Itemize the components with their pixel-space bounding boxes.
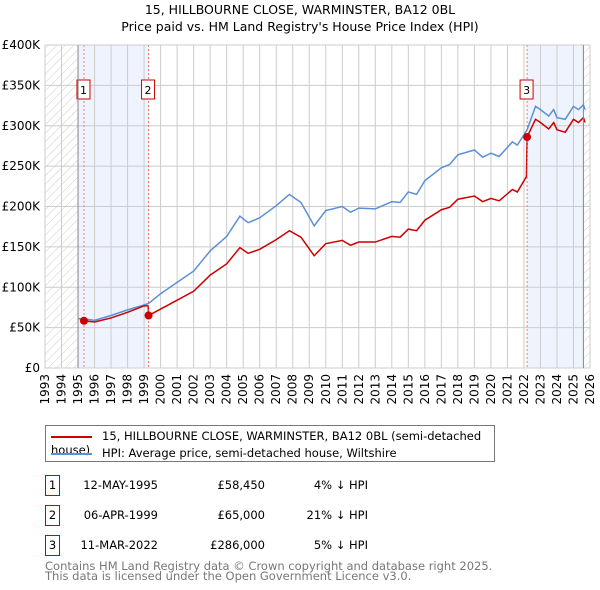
sale-number: 3 — [45, 535, 60, 556]
y-tick-label: £100K — [2, 280, 42, 294]
x-tick-label: 2011 — [335, 374, 349, 405]
y-tick-label: £300K — [2, 119, 42, 133]
sale-price: £65,000 — [217, 508, 265, 522]
x-tick-label: 2024 — [550, 374, 564, 405]
y-tick-label: £250K — [2, 159, 42, 173]
x-tick-label: 2005 — [236, 374, 250, 405]
x-tick-label: 2006 — [253, 374, 267, 405]
x-tick-label: 2003 — [203, 374, 217, 405]
y-tick-label: £350K — [2, 78, 42, 92]
x-tick-label: 1994 — [55, 374, 69, 405]
x-tick-label: 2009 — [302, 374, 316, 405]
sale-number: 2 — [45, 505, 60, 526]
x-tick-label: 2023 — [533, 374, 547, 405]
x-tick-label: 2013 — [368, 374, 382, 405]
property-price-line — [83, 116, 586, 323]
x-tick-label: 2010 — [319, 374, 333, 405]
x-tick-label: 1993 — [38, 374, 52, 405]
x-tick-label: 2000 — [154, 374, 168, 405]
x-tick-label: 2026 — [583, 374, 597, 405]
x-tick-label: 1997 — [104, 374, 118, 405]
sale-point — [79, 316, 88, 325]
y-tick-label: £400K — [2, 38, 42, 52]
legend-swatch-blue — [51, 452, 92, 455]
x-tick-label: 2016 — [418, 374, 432, 405]
sale-date: 11-MAR-2022 — [80, 538, 158, 552]
sale-label: 3 — [523, 84, 530, 97]
x-tick-label: 2001 — [170, 374, 184, 405]
legend-label: HPI: Average price, semi-detached house,… — [102, 446, 397, 460]
plot-frame — [44, 44, 591, 369]
x-tick-label: 1995 — [71, 374, 85, 405]
sale-label: 1 — [80, 84, 87, 97]
sale-label-box — [76, 79, 91, 100]
sale-point — [144, 311, 153, 320]
y-tick-label: £50K — [9, 321, 41, 335]
sale-hpi-diff: 4% ↓ HPI — [313, 478, 368, 492]
hpi-line — [78, 103, 586, 322]
x-tick-label: 1999 — [137, 374, 151, 405]
sale-date: 12-MAY-1995 — [83, 478, 158, 492]
x-tick-label: 2021 — [500, 374, 514, 405]
x-tick-label: 2018 — [451, 374, 465, 405]
legend-swatch-red — [51, 435, 92, 438]
y-tick-label: £0 — [25, 361, 40, 375]
x-tick-label: 1998 — [121, 374, 135, 405]
x-tick-label: 1996 — [88, 374, 102, 405]
price-chart: 15, HILLBOURNE CLOSE, WARMINSTER, BA12 0… — [2, 2, 597, 405]
sale-price: £58,450 — [217, 478, 265, 492]
sale-point — [523, 133, 532, 142]
x-tick-label: 2007 — [269, 374, 283, 405]
x-tick-label: 2004 — [220, 374, 234, 405]
x-tick-label: 2008 — [286, 374, 300, 405]
sale-price: £286,000 — [210, 538, 265, 552]
sale-label-box — [141, 79, 156, 100]
sale-number: 1 — [45, 475, 60, 496]
y-tick-label: £150K — [2, 240, 42, 254]
footer-line-2: This data is licensed under the Open Gov… — [45, 569, 412, 583]
x-tick-label: 2014 — [385, 374, 399, 405]
x-tick-label: 2022 — [517, 374, 531, 405]
x-tick-label: 2012 — [352, 374, 366, 405]
sale-hpi-diff: 5% ↓ HPI — [313, 538, 368, 552]
sale-label: 2 — [145, 84, 152, 97]
sale-hpi-diff: 21% ↓ HPI — [306, 508, 368, 522]
footer-line-1: Contains HM Land Registry data © Crown c… — [45, 559, 493, 573]
legend: 15, HILLBOURNE CLOSE, WARMINSTER, BA12 0… — [45, 425, 495, 462]
legend-item-hpi: HPI: Average price, semi-detached house,… — [51, 446, 397, 460]
x-tick-label: 2019 — [467, 374, 481, 405]
chart-subtitle: Price paid vs. HM Land Registry's House … — [121, 19, 478, 34]
x-tick-label: 2015 — [401, 374, 415, 405]
sale-date: 06-APR-1999 — [83, 508, 158, 522]
x-tick-label: 2017 — [434, 374, 448, 405]
y-tick-label: £200K — [2, 200, 42, 214]
chart-title: 15, HILLBOURNE CLOSE, WARMINSTER, BA12 0… — [145, 2, 455, 17]
sale-label-box — [519, 79, 534, 100]
x-tick-label: 2020 — [484, 374, 498, 405]
x-tick-label: 2002 — [187, 374, 201, 405]
x-tick-label: 2025 — [566, 374, 580, 405]
